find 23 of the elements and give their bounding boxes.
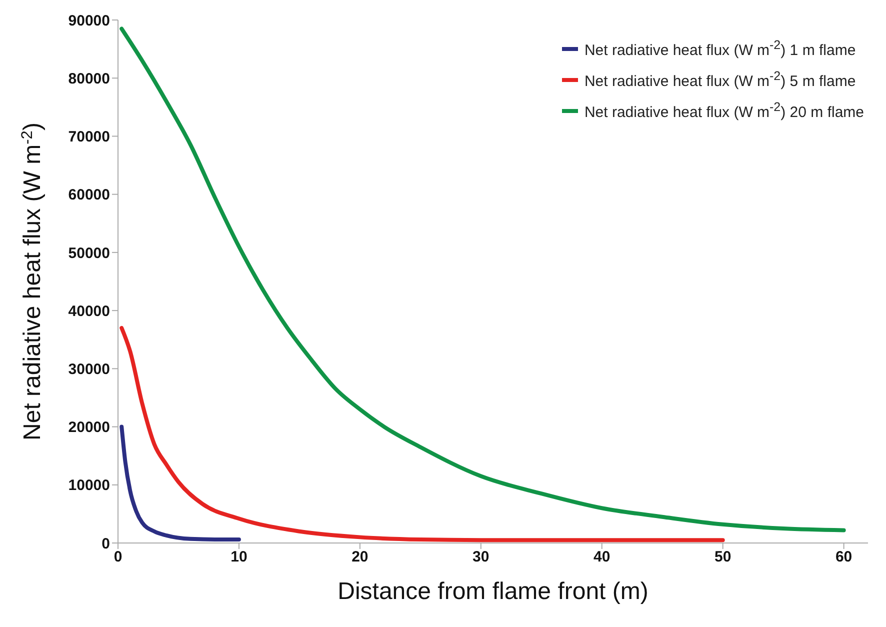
line-series: [120, 424, 241, 542]
y-tick-label: 0: [102, 535, 110, 552]
y-tick-label: 90000: [68, 12, 110, 30]
y-tick-label: 60000: [68, 186, 110, 204]
line-series: [120, 326, 725, 542]
y-tick-label: 20000: [68, 419, 110, 436]
y-tick-label: 80000: [68, 70, 110, 88]
y-tick-label: 10000: [68, 477, 110, 494]
x-tick-label: 40: [594, 548, 610, 566]
legend-label: Net radiative heat flux (W m$^{-2}$) 5 m flame: [584, 69, 856, 90]
x-tick-label: 0: [114, 548, 122, 566]
x-tick-label: 10: [230, 548, 248, 566]
x-tick-label: 30: [472, 548, 490, 566]
x-axis-title: Distance from flame front (m): [338, 578, 648, 605]
legend-label: Net radiative heat flux (W m$^{-2}$) 1 m flame: [584, 38, 856, 59]
x-tick-label: 60: [835, 548, 852, 566]
x-tick-label: 50: [714, 548, 732, 566]
y-tick-label: 70000: [68, 128, 110, 146]
y-tick-label: 50000: [68, 244, 110, 262]
legend-label: Net radiative heat flux (W m$^{-2}$) 20 m flame: [584, 100, 864, 121]
x-tick-label: 20: [352, 548, 368, 566]
y-tick-label: 30000: [68, 360, 110, 378]
y-tick-label: 40000: [68, 302, 110, 320]
